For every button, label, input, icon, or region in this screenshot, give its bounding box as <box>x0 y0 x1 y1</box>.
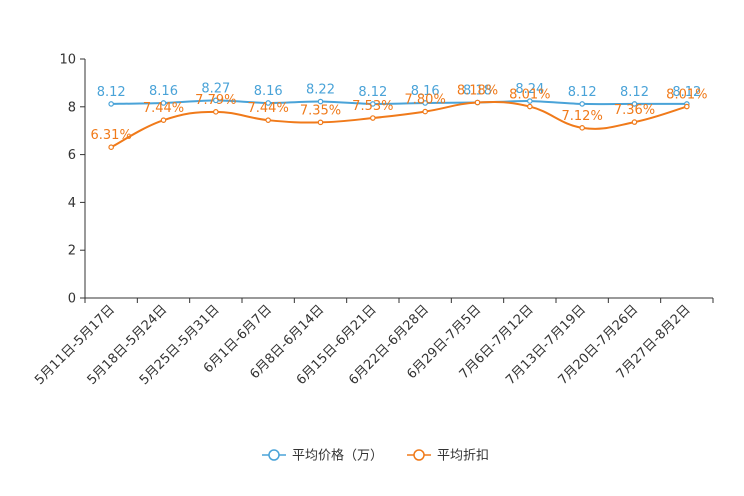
data-label: 7.35% <box>300 103 341 118</box>
data-point <box>631 119 638 125</box>
data-point <box>160 117 167 123</box>
data-label: 8.12 <box>568 85 597 100</box>
data-label: 7.53% <box>352 99 393 114</box>
y-tick-label: 8 <box>68 100 76 115</box>
data-point <box>160 100 167 106</box>
data-label: 7.44% <box>248 101 289 116</box>
legend: 平均价格（万） 平均折扣 <box>262 448 489 464</box>
data-point <box>265 100 271 106</box>
data-label: 8.12 <box>97 85 126 100</box>
data-point <box>108 144 114 150</box>
data-point <box>213 97 219 104</box>
series-line <box>111 99 687 106</box>
data-point <box>579 101 585 107</box>
data-label: 8.18 <box>463 83 492 98</box>
data-point <box>422 108 428 115</box>
data-label: 8.16 <box>411 84 440 99</box>
data-label: 7.36% <box>614 103 655 118</box>
data-point <box>317 98 324 105</box>
data-label: 8.12 <box>672 85 701 100</box>
data-label: 8.16 <box>149 84 178 99</box>
legend-marker-icon <box>268 449 280 461</box>
legend-item: 平均价格（万） <box>262 448 383 464</box>
data-point <box>265 117 271 123</box>
data-point <box>213 109 219 115</box>
data-label: 6.31% <box>91 128 132 143</box>
y-tick-label: 0 <box>68 292 76 307</box>
data-label: 8.24 <box>515 82 544 97</box>
data-point <box>317 119 324 126</box>
data-label: 8.18% <box>457 83 498 98</box>
data-point <box>474 99 481 106</box>
data-label: 8.27 <box>201 81 230 96</box>
data-label: 8.01% <box>666 88 707 103</box>
data-point <box>527 103 533 110</box>
y-tick-label: 10 <box>59 53 76 68</box>
data-label: 7.80% <box>405 93 446 108</box>
data-point <box>370 115 376 121</box>
y-tick-label: 2 <box>68 244 76 259</box>
legend-item: 平均折扣 <box>407 449 489 464</box>
data-point <box>684 103 690 110</box>
legend-label: 平均折扣 <box>437 449 489 464</box>
data-point <box>527 98 533 104</box>
legend-label: 平均价格（万） <box>292 448 383 464</box>
data-point <box>108 101 114 107</box>
legend-marker-icon <box>413 449 425 461</box>
data-point <box>370 101 376 107</box>
data-label: 7.79% <box>195 93 236 108</box>
data-point <box>579 125 585 131</box>
data-label: 8.16 <box>254 84 283 99</box>
data-label: 8.22 <box>306 83 335 98</box>
data-point <box>422 100 428 106</box>
series-1: 8.12 8.16 8.27 8.16 8.22 8.12 8.16 8.18 8.24 8.12… <box>97 81 701 107</box>
data-label: 7.44% <box>143 101 184 116</box>
data-point <box>631 101 638 107</box>
data-label: 8.12 <box>620 85 649 100</box>
series-line <box>110 100 688 149</box>
series-2: 6.31% 7.44% 7.79% 7.44% 7.35% 7.53% 7.80% 8.18%… <box>91 83 707 150</box>
y-tick-label: 4 <box>68 196 76 211</box>
data-label: 8.12 <box>358 85 387 100</box>
y-tick-label: 6 <box>68 148 76 163</box>
data-label: 8.01% <box>509 88 550 103</box>
data-label: 7.12% <box>562 109 603 124</box>
